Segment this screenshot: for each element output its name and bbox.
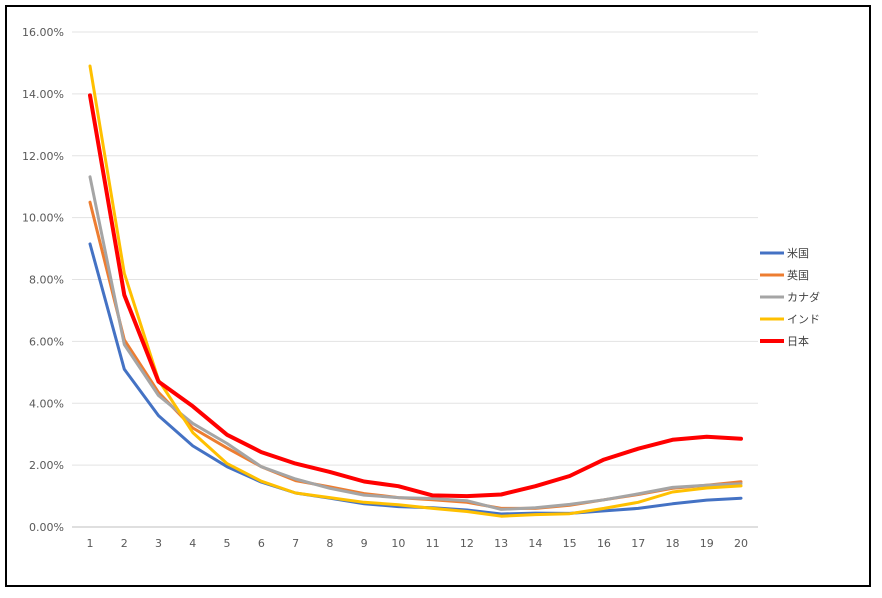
x-tick-label: 1 xyxy=(87,537,94,550)
legend-label: 米国 xyxy=(787,247,809,260)
x-axis: 1 2 3 4 5 6 7 8 9 10 11 12 13 14 15 16 17 18 19 20 xyxy=(87,537,749,550)
y-tick-label: 4.00% xyxy=(29,397,64,410)
chart-frame xyxy=(5,5,871,587)
x-tick-label: 16 xyxy=(597,537,611,550)
series-line-1 xyxy=(88,242,743,516)
x-tick-label: 4 xyxy=(189,537,196,550)
x-tick-label: 3 xyxy=(155,537,162,550)
y-tick-label: 0.00% xyxy=(29,521,64,534)
x-tick-label: 14 xyxy=(528,537,542,550)
series-lines xyxy=(88,64,743,518)
series-line-3 xyxy=(88,175,743,511)
x-tick-label: 17 xyxy=(631,537,645,550)
legend-label: カナダ xyxy=(787,290,820,304)
y-tick-label: 14.00% xyxy=(22,88,64,101)
x-tick-label: 11 xyxy=(426,537,440,550)
series-line-5 xyxy=(88,93,743,499)
x-tick-label: 2 xyxy=(121,537,128,550)
y-tick-label: 2.00% xyxy=(29,459,64,472)
y-axis: 0.00% 2.00% 4.00% 6.00% 8.00% 10.00% 12.00% 14.… xyxy=(22,26,64,534)
x-tick-label: 7 xyxy=(292,537,299,550)
x-tick-label: 13 xyxy=(494,537,508,550)
x-tick-label: 9 xyxy=(361,537,368,550)
x-tick-label: 19 xyxy=(700,537,714,550)
x-tick-label: 10 xyxy=(391,537,405,550)
legend-label: 英国 xyxy=(787,268,809,282)
series-line-2 xyxy=(88,200,743,510)
y-tick-label: 8.00% xyxy=(29,274,64,287)
x-tick-label: 15 xyxy=(563,537,577,550)
x-tick-label: 6 xyxy=(258,537,265,550)
y-tick-label: 12.00% xyxy=(22,150,64,163)
y-tick-label: 6.00% xyxy=(29,335,64,348)
x-tick-label: 20 xyxy=(734,537,748,550)
x-tick-label: 18 xyxy=(665,537,679,550)
legend-label: インド xyxy=(787,313,820,326)
x-tick-label: 5 xyxy=(224,537,231,550)
y-tick-label: 10.00% xyxy=(22,212,64,225)
x-tick-label: 8 xyxy=(326,537,333,550)
y-tick-label: 16.00% xyxy=(22,26,64,39)
series-line-4 xyxy=(88,64,743,518)
gridlines xyxy=(72,31,758,528)
legend-label: 日本 xyxy=(787,334,809,348)
x-tick-label: 12 xyxy=(460,537,474,550)
